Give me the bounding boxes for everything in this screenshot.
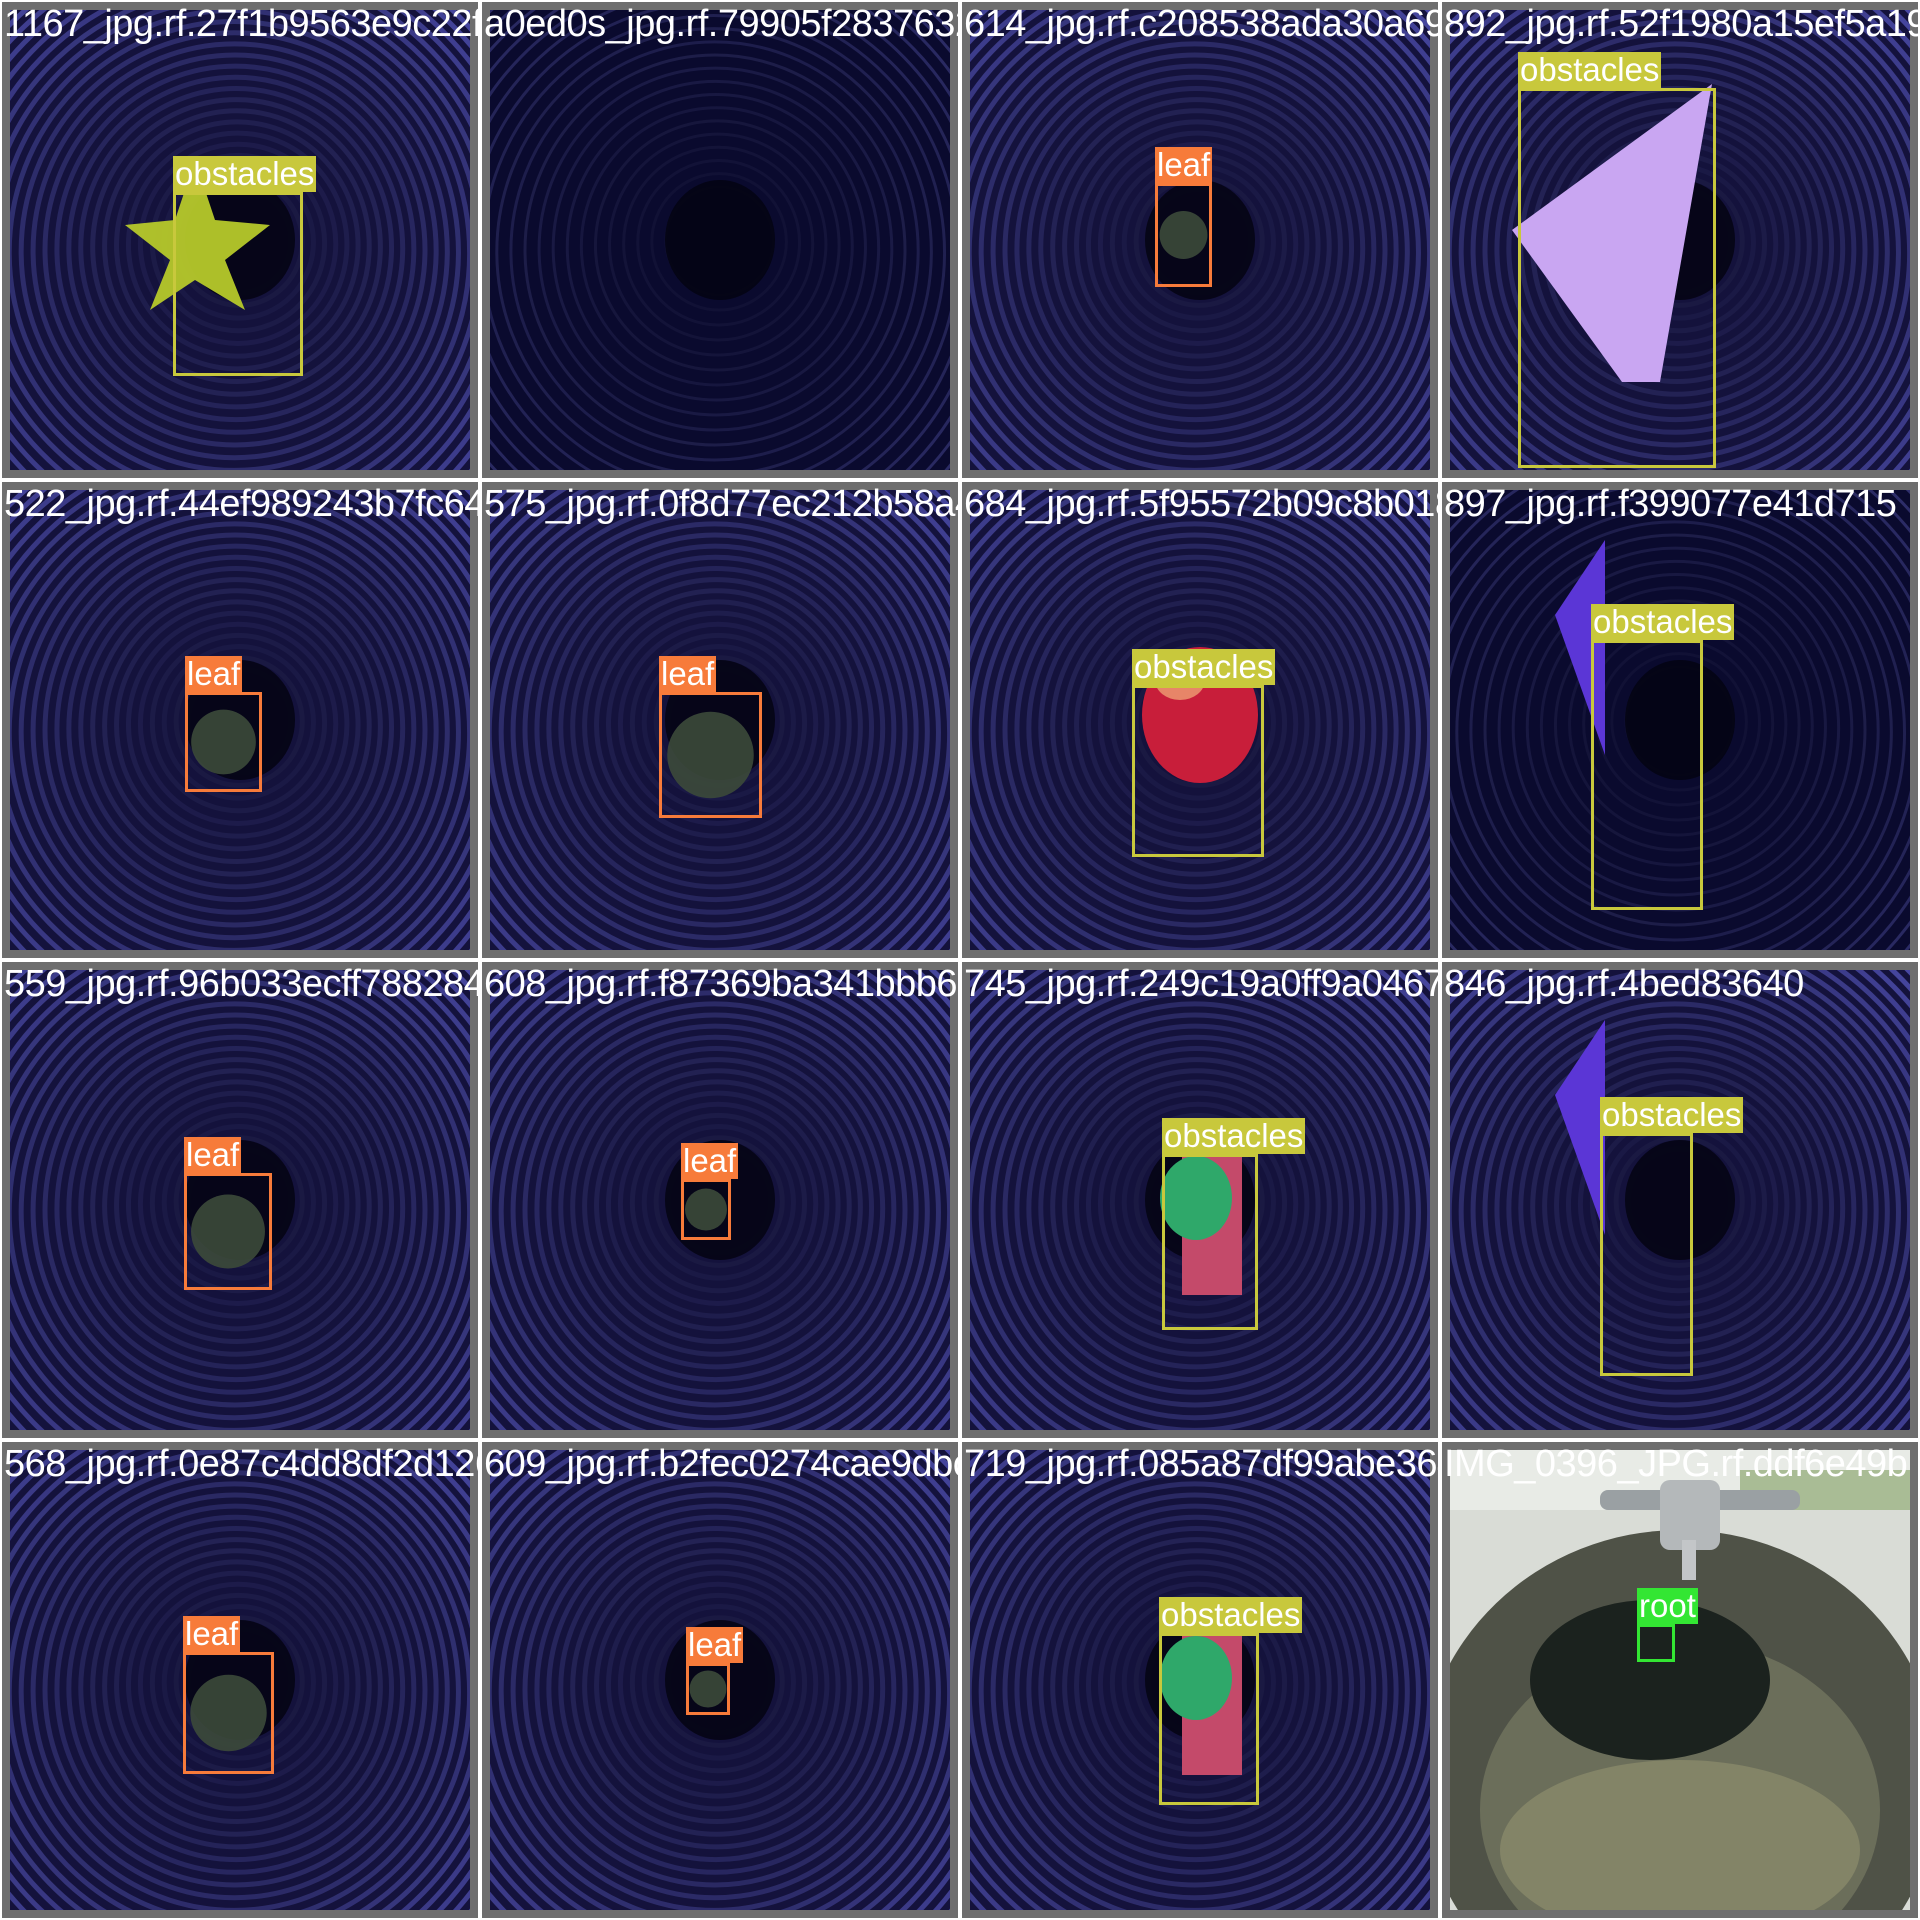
detection-box bbox=[1637, 1624, 1675, 1662]
mosaic-tile: 1167_jpg.rf.27f1b9563e9c22f9a46379fe57ff… bbox=[0, 0, 480, 480]
mosaic-tile: 719_jpg.rf.085a87df99abe364 obstacles bbox=[960, 1440, 1440, 1920]
tile-filename: 609_jpg.rf.b2fec0274cae9dbc719_jpg.rf.df… bbox=[484, 1443, 958, 1485]
tile-filename: 846_jpg.rf.4bed83640 bbox=[1444, 963, 1804, 1005]
tile-filename: 522_jpg.rf.44ef989243b7fc64375ef0d1cf08 bbox=[4, 483, 478, 525]
tile-filename: 568_jpg.rf.0e87c4dd8df2d12609837fdb2fec0… bbox=[4, 1443, 478, 1485]
tile-filename: 684_jpg.rf.5f95572b09c8b01870987e9f39907… bbox=[964, 483, 1438, 525]
tile-filename: 575_jpg.rf.0f8d77ec212b58a4684f2993cf5f9… bbox=[484, 483, 958, 525]
tile-photo bbox=[1450, 970, 1910, 1430]
detection-box bbox=[1155, 183, 1212, 287]
detection-box bbox=[1518, 88, 1716, 468]
detection-label: leaf bbox=[185, 655, 243, 692]
mosaic-tile: 559_jpg.rf.96b033ecff788284080412cbaf873… bbox=[0, 960, 480, 1440]
detection-box bbox=[183, 1652, 274, 1774]
mosaic-tile: 846_jpg.rf.4bed83640 obstacles bbox=[1440, 960, 1920, 1440]
detection-box bbox=[173, 192, 303, 376]
detection-box bbox=[1159, 1633, 1259, 1805]
tile-photo bbox=[970, 490, 1430, 950]
tile-photo bbox=[490, 490, 950, 950]
mosaic-tile: 892_jpg.rf.52f1980a15ef5a19 obstacles bbox=[1440, 0, 1920, 480]
mosaic-tile: 897_jpg.rf.f399077e41d715 obstacles bbox=[1440, 480, 1920, 960]
tile-filename: a0ed0s_jpg.rf.79905f2837632a76ac209538ad… bbox=[484, 3, 958, 45]
tile-photo bbox=[490, 1450, 950, 1910]
tile-filename: 1167_jpg.rf.27f1b9563e9c22f9a46379fe57ff… bbox=[4, 3, 480, 45]
detection-label: leaf bbox=[183, 1615, 241, 1652]
tile-photo bbox=[10, 490, 470, 950]
detection-box bbox=[184, 1173, 272, 1290]
tile-photo bbox=[970, 10, 1430, 470]
detection-label: leaf bbox=[681, 1142, 739, 1179]
tile-photo bbox=[1450, 10, 1910, 470]
tile-photo bbox=[10, 10, 470, 470]
tile-filename: 897_jpg.rf.f399077e41d715 bbox=[1444, 483, 1897, 525]
tile-filename: 892_jpg.rf.52f1980a15ef5a19 bbox=[1444, 3, 1920, 45]
tile-photo bbox=[10, 970, 470, 1430]
tile-filename: 614_jpg.rf.c208538ada30a6982278686f5f198… bbox=[964, 3, 1438, 45]
detection-label: obstacles bbox=[173, 155, 317, 192]
mosaic-tile: 568_jpg.rf.0e87c4dd8df2d12609837fdb2fec0… bbox=[0, 1440, 480, 1920]
detection-box bbox=[1132, 685, 1264, 857]
mosaic-tile: 684_jpg.rf.5f95572b09c8b01870987e9f39907… bbox=[960, 480, 1440, 960]
detection-box bbox=[1591, 640, 1703, 910]
detection-label: leaf bbox=[686, 1626, 744, 1663]
tile-photo bbox=[490, 970, 950, 1430]
mosaic-tile: 609_jpg.rf.b2fec0274cae9dbc719_jpg.rf.df… bbox=[480, 1440, 960, 1920]
tile-filename: 608_jpg.rf.f87369ba341bbb624503b9f021312… bbox=[484, 963, 958, 1005]
detection-label: leaf bbox=[184, 1136, 242, 1173]
detection-label: obstacles bbox=[1159, 1596, 1303, 1633]
tile-filename: 559_jpg.rf.96b033ecff788284080412cbaf873… bbox=[4, 963, 478, 1005]
tile-photo bbox=[1450, 1450, 1910, 1910]
detection-label: leaf bbox=[659, 655, 717, 692]
tile-photo bbox=[10, 1450, 470, 1910]
mosaic-tile: 575_jpg.rf.0f8d77ec212b58a4684f2993cf5f9… bbox=[480, 480, 960, 960]
tile-photo bbox=[970, 1450, 1430, 1910]
detection-label: obstacles bbox=[1600, 1096, 1744, 1133]
detection-label: obstacles bbox=[1162, 1117, 1306, 1154]
tile-filename: 745_jpg.rf.249c19a0ff9a046728af04f8bed83… bbox=[964, 963, 1438, 1005]
detection-box bbox=[659, 692, 762, 818]
mosaic-tile: 745_jpg.rf.249c19a0ff9a046728af04f8bed83… bbox=[960, 960, 1440, 1440]
mosaic-tile: 522_jpg.rf.44ef989243b7fc64375ef0d1cf08l… bbox=[0, 480, 480, 960]
tile-photo bbox=[970, 970, 1430, 1430]
detection-label: root bbox=[1637, 1587, 1698, 1624]
detection-box bbox=[686, 1663, 730, 1715]
tile-filename: 719_jpg.rf.085a87df99abe364 bbox=[964, 1443, 1440, 1485]
tile-photo bbox=[1450, 490, 1910, 950]
detection-box bbox=[681, 1179, 731, 1240]
detection-box bbox=[185, 692, 262, 792]
detection-label: obstacles bbox=[1591, 603, 1735, 640]
detection-label: leaf bbox=[1155, 146, 1213, 183]
detection-label: obstacles bbox=[1132, 648, 1276, 685]
tile-photo bbox=[490, 10, 950, 470]
mosaic-tile: 614_jpg.rf.c208538ada30a6982278686f5f198… bbox=[960, 0, 1440, 480]
mosaic-tile: a0ed0s_jpg.rf.79905f2837632a76ac209538ad… bbox=[480, 0, 960, 480]
detection-box bbox=[1162, 1154, 1258, 1330]
detection-box bbox=[1600, 1133, 1693, 1376]
tile-filename: IMG_0396_JPG.rf.ddf6e49b bbox=[1444, 1443, 1908, 1485]
mosaic-tile: 608_jpg.rf.f87369ba341bbb624503b9f021312… bbox=[480, 960, 960, 1440]
detection-label: obstacles bbox=[1518, 51, 1662, 88]
